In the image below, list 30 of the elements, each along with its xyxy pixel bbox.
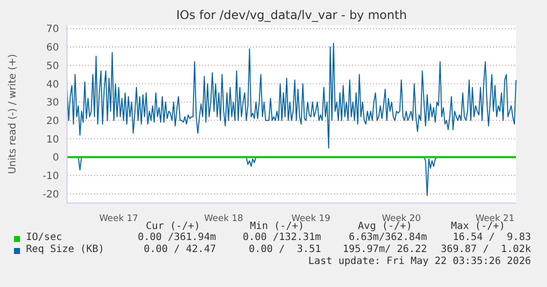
- text: Max (-/+): [450, 221, 506, 232]
- text: 0.00 / 3.51: [248, 244, 321, 255]
- line-series: [66, 42, 516, 148]
- legend-label: Req Size (KB): [26, 244, 104, 255]
- text: 0.00 / 42.47: [144, 244, 216, 255]
- y-tick-label: 20: [46, 116, 59, 127]
- text: 0.00 /361.94m: [138, 232, 216, 243]
- text: 369.87 / 1.02k: [440, 244, 531, 255]
- y-tick-label: 10: [46, 134, 59, 146]
- legend-label: IO/sec: [26, 232, 62, 243]
- text: Last update: Fri May 22 03:35:26 2026: [308, 256, 531, 267]
- chart-title: IOs for /dev/vg_data/lv_var - by month: [175, 8, 408, 22]
- y-tick-label: 70: [46, 24, 59, 36]
- x-tick-label: Week 18: [204, 214, 244, 224]
- text: 0.00 /132.31m: [242, 232, 321, 243]
- y-tick-label: 60: [46, 42, 59, 54]
- y-tick-label: 50: [46, 60, 59, 72]
- text: Cur (-/+): [146, 221, 200, 232]
- y-tick-label: 30: [46, 98, 59, 109]
- x-tick-label: Week 17: [99, 214, 138, 224]
- text: 16.54 / 9.83: [452, 232, 531, 243]
- y-tick-label: -10: [42, 171, 59, 182]
- text: 6.63m/362.84m: [348, 232, 427, 243]
- y-tick-label: 40: [46, 79, 59, 90]
- y-tick-label: -20: [42, 189, 59, 200]
- text: Min (-/+): [250, 221, 304, 232]
- text: Avg (-/+): [358, 221, 412, 232]
- y-axis-title: Units read (-) / write (+): [8, 54, 18, 174]
- y-tick-label: 0: [52, 152, 59, 164]
- text: 195.97m/ 26.22: [342, 244, 427, 255]
